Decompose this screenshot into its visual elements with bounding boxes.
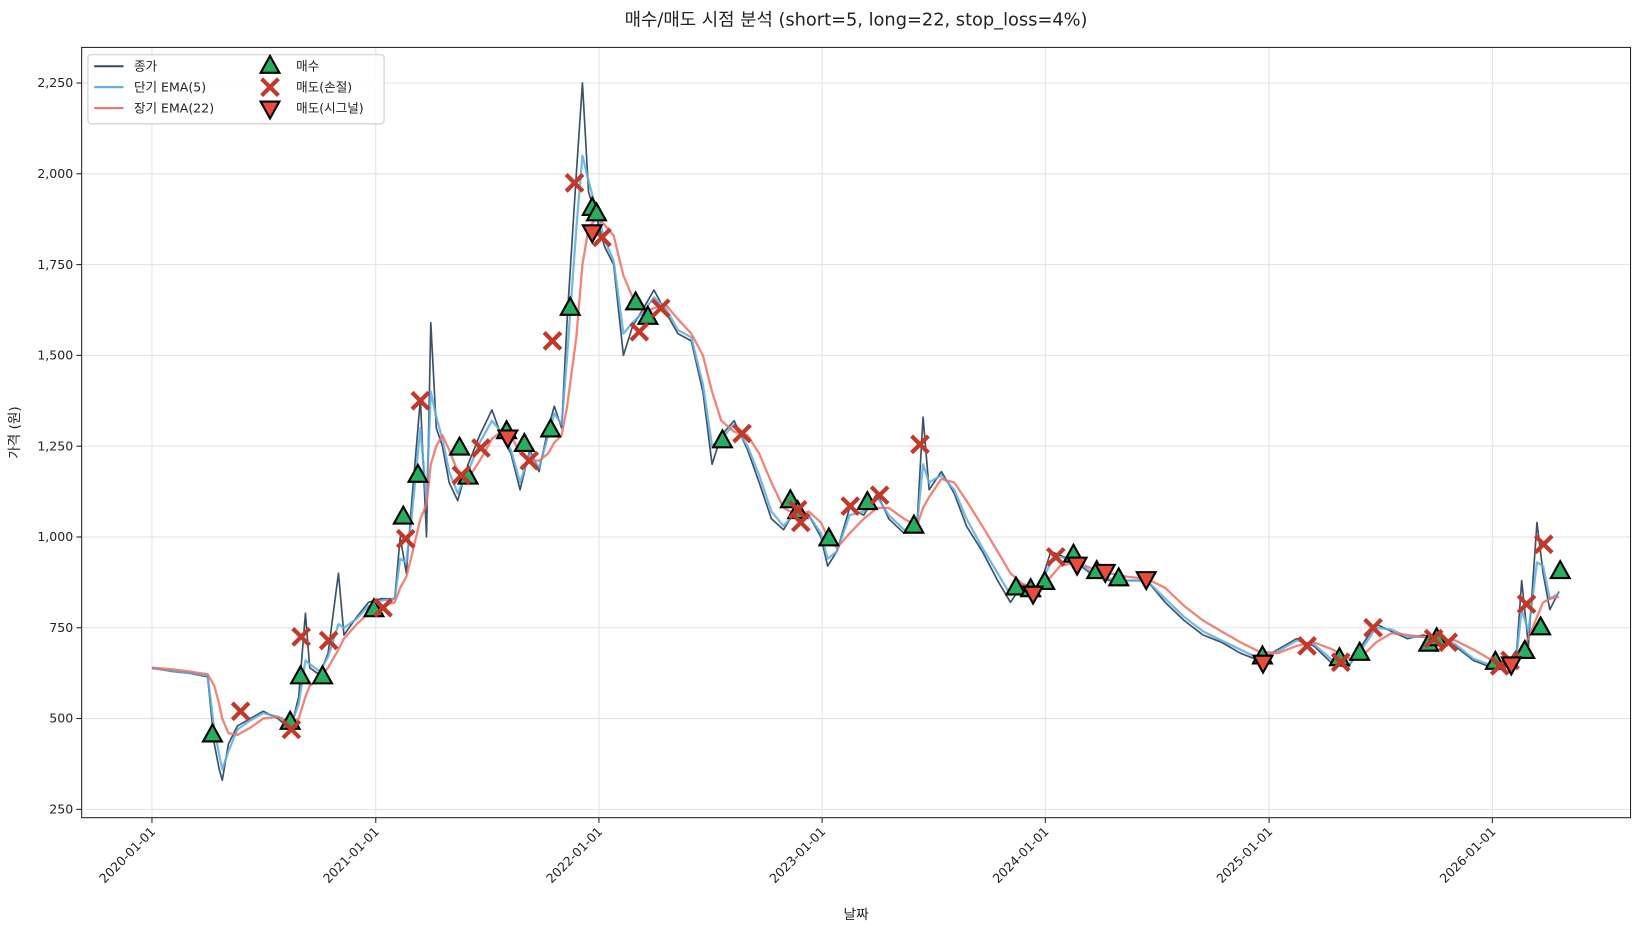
buy-marker xyxy=(902,513,926,534)
buy-marker xyxy=(448,435,471,456)
signal-sell-marker xyxy=(1094,563,1117,584)
buy-marker xyxy=(624,290,647,311)
y-tick-label: 1,500 xyxy=(37,348,73,363)
stop-loss-marker xyxy=(373,597,393,618)
buy-marker xyxy=(289,664,312,685)
stop-loss-marker xyxy=(1516,594,1537,615)
stop-loss-marker xyxy=(1363,617,1383,638)
buy-marker xyxy=(1348,640,1371,661)
stop-loss-marker xyxy=(281,719,302,740)
stop-loss-marker xyxy=(910,434,930,455)
stop-loss-marker xyxy=(230,701,251,722)
y-tick-label: 2,250 xyxy=(37,75,73,90)
stop-loss-marker xyxy=(1045,547,1066,567)
stop-loss-marker xyxy=(519,450,540,471)
stop-loss-marker xyxy=(291,626,312,647)
legend-box xyxy=(87,54,385,125)
buy-marker xyxy=(1004,575,1028,596)
buy-marker xyxy=(539,417,562,438)
stop-loss-marker xyxy=(732,423,752,444)
stop-loss-marker xyxy=(564,173,585,193)
price-line xyxy=(151,216,1560,737)
grid xyxy=(81,47,1631,818)
buy-marker xyxy=(406,462,430,483)
y-tick-label: 1,750 xyxy=(37,257,73,272)
legend-label: 매도(손절) xyxy=(296,79,352,94)
stop-loss-marker xyxy=(1297,636,1317,656)
signal-sell-marker xyxy=(1021,585,1045,606)
buy-marker xyxy=(779,488,802,509)
plot-frame xyxy=(81,46,1632,819)
plot-area xyxy=(151,82,1572,782)
legend-label: 매도(시그널) xyxy=(296,100,364,115)
legend-label: 장기 EMA(22) xyxy=(134,100,214,115)
legend-swatch xyxy=(260,77,280,98)
buy-marker xyxy=(711,428,734,449)
stop-loss-marker xyxy=(542,331,563,351)
legend-swatch xyxy=(258,53,282,74)
buy-marker xyxy=(585,201,608,222)
signal-sell-marker xyxy=(581,224,604,245)
y-tick-label: 1,000 xyxy=(37,529,73,544)
stop-loss-marker xyxy=(1330,652,1351,673)
signal-sell-marker xyxy=(1500,656,1523,677)
stop-loss-marker xyxy=(650,298,671,319)
signal-sell-marker xyxy=(496,429,520,450)
signal-sell-marker xyxy=(1251,654,1275,675)
stop-loss-marker xyxy=(840,496,861,516)
y-axis-label: 가격 (원) xyxy=(7,406,23,458)
stop-loss-marker xyxy=(410,390,431,411)
y-tick-label: 750 xyxy=(49,620,73,635)
buy-marker xyxy=(1549,558,1572,580)
legend-label: 종가 xyxy=(134,58,158,73)
stop-loss-marker xyxy=(471,438,491,458)
legend-swatch xyxy=(258,100,282,121)
signal-sell-marker xyxy=(1065,556,1089,577)
buy-marker xyxy=(817,526,841,547)
stop-loss-marker xyxy=(1533,534,1554,555)
buy-marker xyxy=(559,295,582,316)
buy-marker xyxy=(1107,566,1130,587)
buy-marker xyxy=(1513,638,1536,660)
legend-label: 매수 xyxy=(296,58,319,73)
legend-label: 단기 EMA(5) xyxy=(134,79,206,94)
buy-marker xyxy=(1529,615,1552,636)
x-axis-label: 날짜 xyxy=(844,907,870,923)
y-tick-label: 1,250 xyxy=(37,438,73,453)
signal-sell-marker xyxy=(1135,571,1158,592)
y-tick-label: 2,000 xyxy=(37,166,73,181)
stop-loss-marker xyxy=(451,465,472,486)
stop-loss-marker xyxy=(629,321,650,342)
buy-marker xyxy=(513,431,536,452)
stop-loss-marker xyxy=(1438,632,1459,653)
stop-loss-marker xyxy=(869,485,890,506)
buy-marker xyxy=(392,504,415,525)
stop-loss-marker xyxy=(790,512,811,533)
y-tick-label: 250 xyxy=(49,802,73,817)
stop-loss-marker xyxy=(318,630,339,651)
stop-loss-marker xyxy=(395,528,416,549)
buy-marker xyxy=(311,664,334,685)
y-tick-label: 500 xyxy=(49,711,73,726)
stop-loss-marker xyxy=(1423,628,1444,649)
buy-marker xyxy=(201,722,224,743)
buy-marker xyxy=(1033,569,1056,591)
chart-title: 매수/매도 시점 분석 (short=5, long=22, stop_loss… xyxy=(625,9,1088,30)
